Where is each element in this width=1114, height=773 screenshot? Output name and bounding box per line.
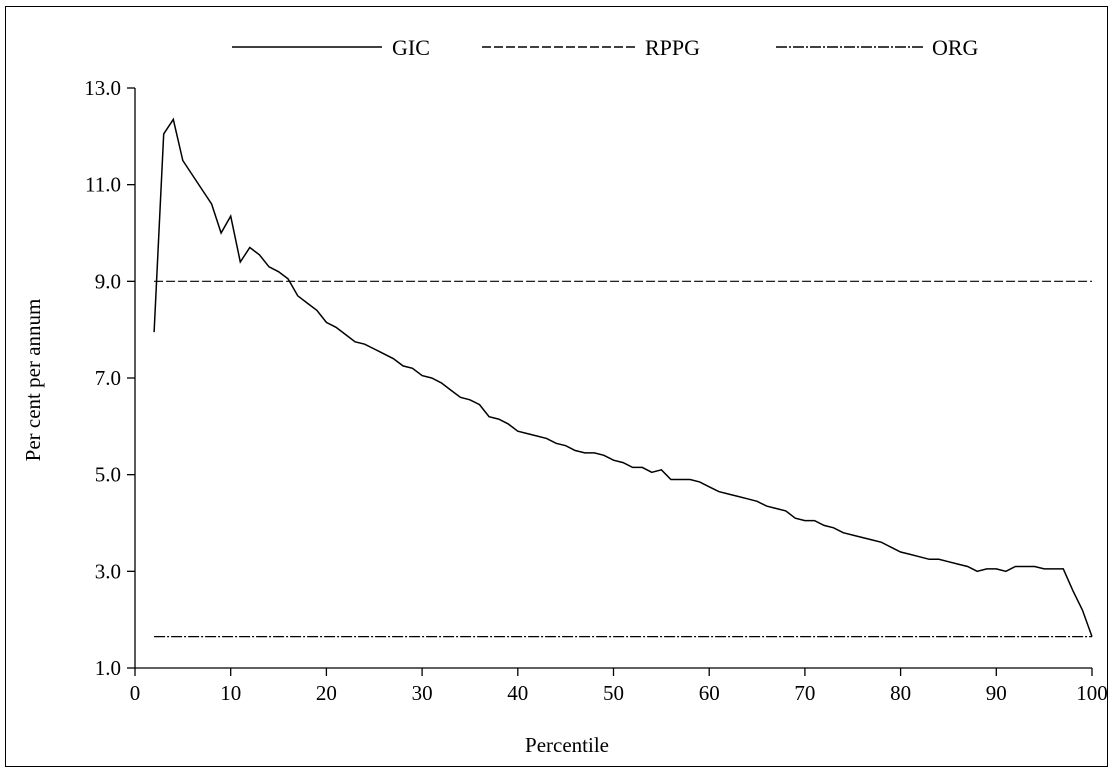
legend-label-org: ORG [932, 35, 979, 60]
axes: 1.0 3.0 5.0 7.0 9.0 11.0 13.0 0 10 20 30 40 50 60 70 80… [84, 76, 1108, 705]
y-tick-label: 9.0 [95, 269, 121, 293]
y-tick-label: 1.0 [95, 656, 121, 680]
chart-frame [5, 6, 1108, 767]
x-tick-label: 100 [1076, 681, 1108, 705]
x-tick-label: 20 [316, 681, 337, 705]
y-axis-title: Per cent per annum [21, 299, 45, 462]
x-tick-label: 70 [794, 681, 815, 705]
x-tick-label: 80 [890, 681, 911, 705]
x-tick-label: 0 [130, 681, 141, 705]
legend-label-rppg: RPPG [645, 35, 700, 60]
legend: GIC RPPG ORG [232, 35, 979, 60]
x-tick-label: 10 [220, 681, 241, 705]
x-tick-label: 40 [507, 681, 528, 705]
y-tick-label: 3.0 [95, 559, 121, 583]
y-tick-label: 7.0 [95, 366, 121, 390]
x-axis-title: Percentile [525, 733, 609, 757]
x-tick-label: 60 [699, 681, 720, 705]
legend-label-gic: GIC [392, 35, 430, 60]
series-line-gic [153, 117, 1093, 637]
x-tick-label: 30 [412, 681, 433, 705]
plot-area [153, 117, 1093, 638]
y-tick-label: 11.0 [85, 173, 121, 197]
y-tick-label: 13.0 [84, 76, 121, 100]
x-tick-label: 50 [603, 681, 624, 705]
x-tick-label: 90 [986, 681, 1007, 705]
y-tick-label: 5.0 [95, 463, 121, 487]
